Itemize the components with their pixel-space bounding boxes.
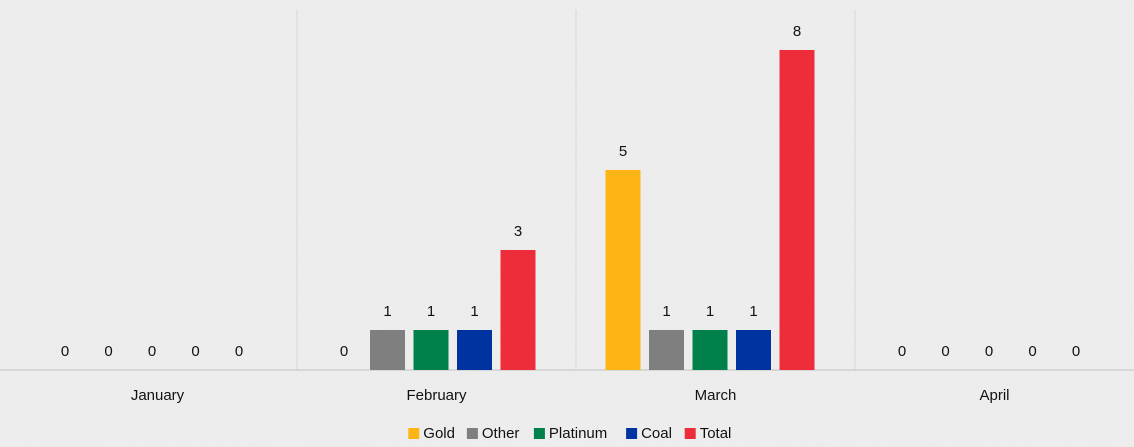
data-label: 0	[61, 343, 69, 360]
data-label: 0	[235, 343, 243, 360]
legend-label-other: Other	[482, 425, 520, 442]
data-label: 1	[662, 303, 670, 320]
data-label: 1	[383, 303, 391, 320]
legend-swatch-gold	[408, 428, 419, 439]
bar-coal	[736, 330, 771, 370]
data-label: 1	[706, 303, 714, 320]
data-label: 0	[104, 343, 112, 360]
data-label: 3	[514, 223, 522, 240]
bar-other	[370, 330, 405, 370]
data-label: 0	[340, 343, 348, 360]
legend-swatch-platinum	[534, 428, 545, 439]
x-tick-label: February	[406, 387, 467, 404]
legend-swatch-coal	[626, 428, 637, 439]
legend-label-total: Total	[700, 425, 732, 442]
bar-total	[501, 250, 536, 370]
bar-platinum	[693, 330, 728, 370]
legend-label-gold: Gold	[423, 425, 455, 442]
data-label: 0	[985, 343, 993, 360]
data-label: 1	[427, 303, 435, 320]
data-label: 0	[1072, 343, 1080, 360]
data-label: 1	[749, 303, 757, 320]
data-label: 8	[793, 23, 801, 40]
data-label: 5	[619, 143, 627, 160]
legend-swatch-total	[685, 428, 696, 439]
legend-swatch-other	[467, 428, 478, 439]
x-tick-label: January	[131, 387, 185, 404]
data-label: 0	[191, 343, 199, 360]
data-label: 0	[1028, 343, 1036, 360]
bar-other	[649, 330, 684, 370]
data-label: 0	[941, 343, 949, 360]
data-label: 0	[898, 343, 906, 360]
bar-gold	[606, 170, 641, 370]
legend-label-coal: Coal	[641, 425, 672, 442]
x-tick-label: April	[979, 387, 1009, 404]
data-label: 0	[148, 343, 156, 360]
bar-platinum	[414, 330, 449, 370]
legend-label-platinum: Platinum	[549, 425, 607, 442]
bar-coal	[457, 330, 492, 370]
bar-total	[780, 50, 815, 370]
x-tick-label: March	[695, 387, 737, 404]
data-label: 1	[470, 303, 478, 320]
